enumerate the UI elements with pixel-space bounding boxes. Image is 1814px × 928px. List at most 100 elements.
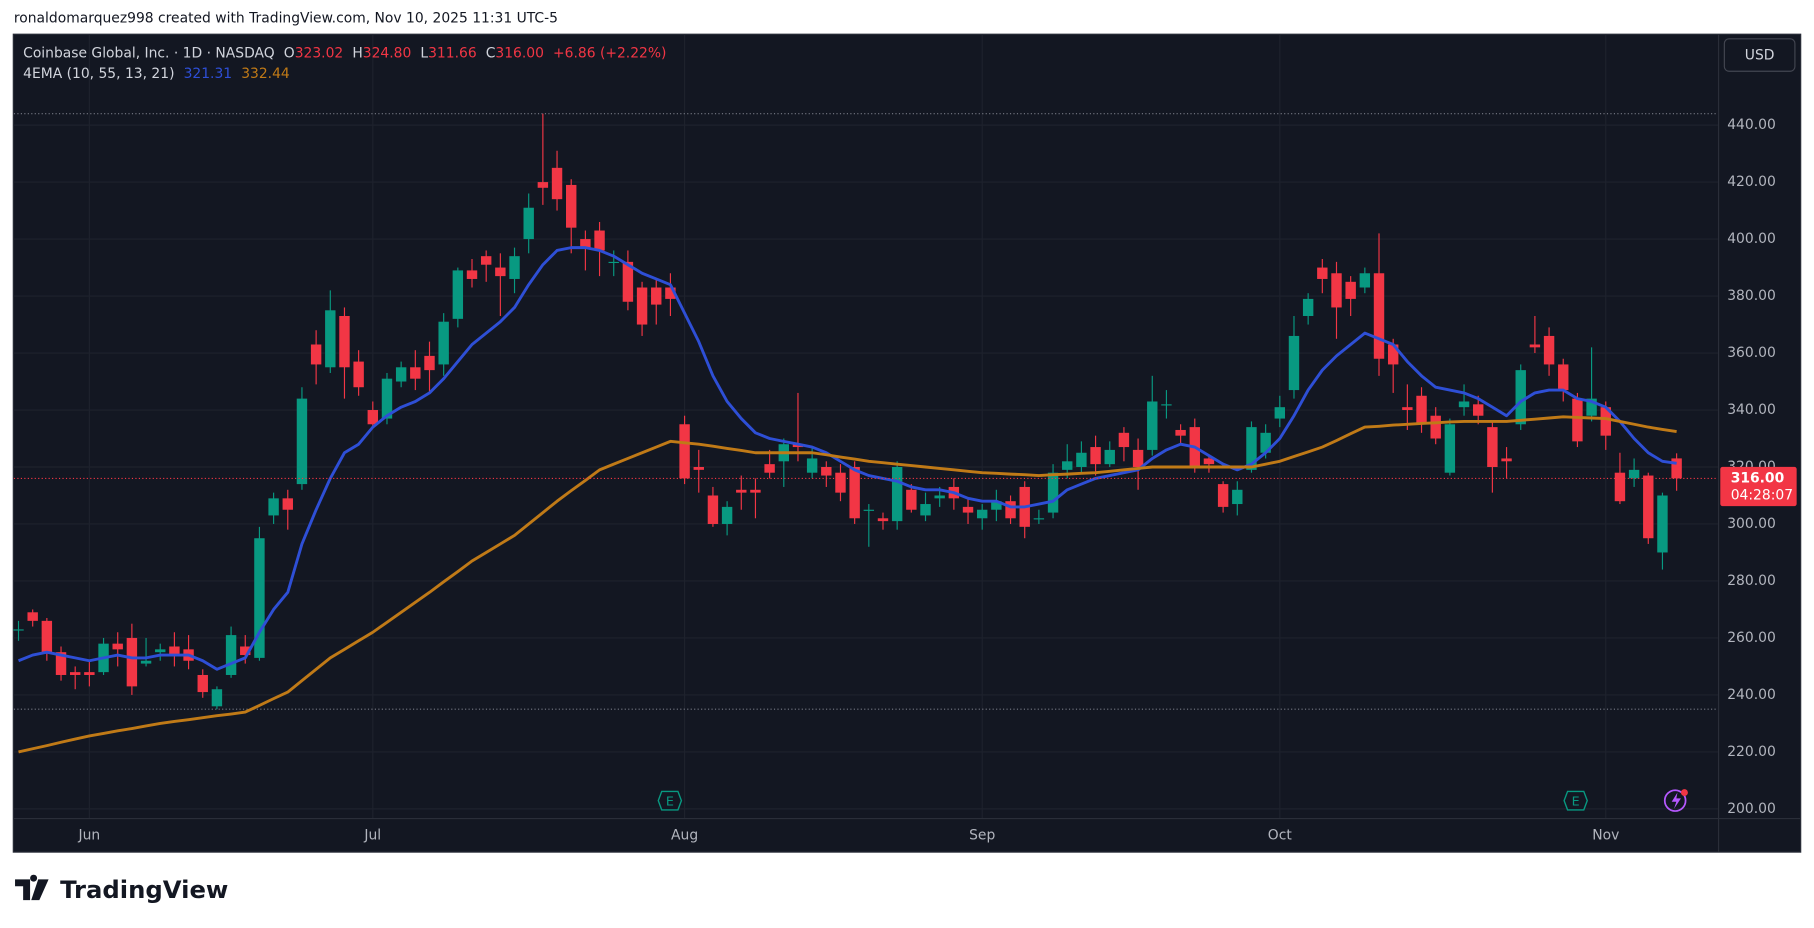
candle-body xyxy=(1586,398,1597,416)
event-badge xyxy=(1563,790,1588,811)
plot xyxy=(13,113,1718,754)
candle-body xyxy=(1614,472,1626,502)
candle-body xyxy=(736,489,747,493)
candle-body xyxy=(155,649,166,653)
logo-mark xyxy=(15,874,49,901)
close-value: 316.00 xyxy=(495,45,544,61)
candle-body xyxy=(395,367,407,382)
alert-icon xyxy=(1663,789,1687,812)
x-tick-label: Jul xyxy=(363,827,381,843)
candle-body xyxy=(240,646,251,656)
event-label: E xyxy=(666,793,674,808)
candle-body xyxy=(636,287,648,325)
candle-body xyxy=(353,361,364,388)
candle-body xyxy=(1203,458,1215,465)
candle-body xyxy=(1529,344,1541,348)
candle-body xyxy=(580,239,591,248)
candle-body xyxy=(282,498,293,510)
candle-body xyxy=(679,424,690,479)
candle-body xyxy=(1671,458,1682,479)
change-value: +6.86 (+2.22%) xyxy=(553,45,666,61)
candle-body xyxy=(551,167,563,200)
candle-body xyxy=(41,620,53,653)
alert-bolt xyxy=(1671,792,1681,809)
candle-body xyxy=(566,184,577,228)
candle-body xyxy=(976,509,988,519)
candle-body xyxy=(1444,424,1456,473)
candle-body xyxy=(325,310,336,368)
candle-body xyxy=(1572,398,1583,442)
currency-button[interactable] xyxy=(1723,38,1796,72)
brand: TradingView xyxy=(60,875,228,904)
ema-value: 321.31 xyxy=(184,66,233,82)
last-price-label: 316.00 xyxy=(1731,470,1785,486)
y-tick-label: 240.00 xyxy=(1727,687,1776,703)
candle-body xyxy=(750,489,761,493)
candle-body xyxy=(1118,432,1130,448)
candle-body xyxy=(452,270,464,319)
candle-body xyxy=(537,182,549,188)
candle-body xyxy=(863,509,875,511)
currency[interactable]: USD xyxy=(1745,48,1775,64)
y-tick-label: 400.00 xyxy=(1727,231,1776,247)
indicator-name: 4EMA (10, 55, 13, 21) xyxy=(23,66,174,82)
candle-body xyxy=(495,267,506,277)
candle-body xyxy=(225,635,237,675)
candle-body xyxy=(1628,469,1640,479)
candle-body xyxy=(1033,518,1045,520)
candle-body xyxy=(1317,267,1328,279)
candle-body xyxy=(1402,407,1413,411)
high-value: 324.80 xyxy=(363,45,412,61)
x-tick-label: Aug xyxy=(671,827,698,843)
candle-body xyxy=(1487,427,1498,468)
candle-body xyxy=(1175,429,1186,436)
candle-body xyxy=(1387,344,1399,365)
candle-body xyxy=(651,287,662,305)
candle-body xyxy=(523,207,534,240)
y-tick-label: 380.00 xyxy=(1727,288,1776,304)
candle-body xyxy=(693,467,704,470)
candle-body xyxy=(821,467,832,476)
close-key: C xyxy=(486,45,496,61)
candle-body xyxy=(1416,395,1427,425)
candle-body xyxy=(1217,484,1229,507)
ema-line xyxy=(18,415,1677,754)
y-tick-label: 440.00 xyxy=(1727,117,1776,133)
candle-body xyxy=(1104,449,1115,465)
candle-body xyxy=(934,495,945,499)
candle-body xyxy=(849,467,860,519)
candle-body xyxy=(1458,401,1470,408)
candle-body xyxy=(140,660,152,664)
countdown: 04:28:07 xyxy=(1731,488,1793,504)
candle-body xyxy=(367,410,379,425)
candle-body xyxy=(1005,501,1016,519)
candle-body xyxy=(466,270,478,279)
candle-body xyxy=(608,261,619,264)
candle-body xyxy=(1430,415,1441,439)
candle-body xyxy=(424,355,435,371)
candle-body xyxy=(112,643,123,650)
candle-body xyxy=(1345,281,1356,299)
candle-body xyxy=(665,287,676,299)
y-tick-label: 360.00 xyxy=(1727,345,1776,361)
ema-value: 332.44 xyxy=(241,66,290,82)
candle-body xyxy=(891,467,903,522)
candle-body xyxy=(1543,335,1555,365)
candle-body xyxy=(877,518,889,522)
candle-body xyxy=(69,672,81,675)
candle-body xyxy=(1274,407,1286,419)
event-badge xyxy=(657,790,683,811)
y-tick-label: 260.00 xyxy=(1727,630,1776,646)
indicator-legend: 4EMA (10, 55, 13, 21) 321.31 332.44 xyxy=(23,66,290,82)
candle-body xyxy=(1558,364,1569,391)
y-tick-label: 340.00 xyxy=(1727,402,1776,418)
candle-body xyxy=(126,637,138,687)
candle-body xyxy=(707,495,719,524)
x-tick-label: Sep xyxy=(969,827,995,843)
ema-line xyxy=(17,246,1677,671)
candle-body xyxy=(509,256,520,279)
x-tick-label: Jun xyxy=(78,827,101,843)
candle-body xyxy=(1331,273,1342,308)
logo: TradingView xyxy=(15,874,228,904)
